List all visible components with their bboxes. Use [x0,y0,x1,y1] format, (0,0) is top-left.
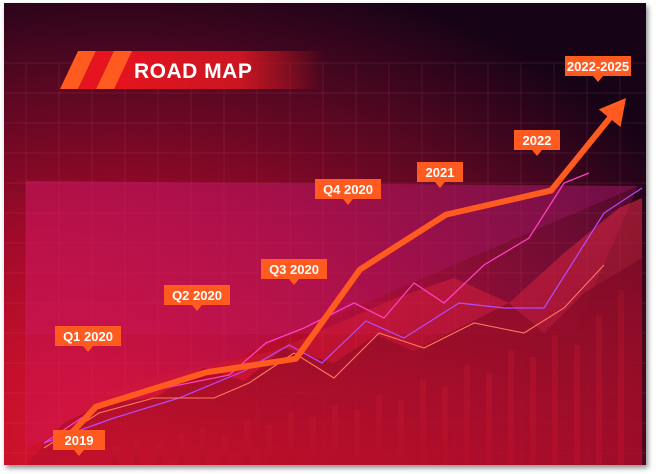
callout-pointer [74,450,84,456]
milestone-callout: 2021 [417,162,463,188]
milestone-label: Q4 2020 [323,182,373,197]
title-stripe-3 [96,51,132,89]
title-banner [114,51,324,89]
callout-box [261,259,327,279]
callout-pointer [343,199,353,205]
milestone-callout: 2022 [514,130,560,156]
callout-pointer [192,305,202,311]
callout-box [514,130,560,150]
milestone-callout: Q2 2020 [164,285,230,311]
milestone-callout: Q1 2020 [55,326,121,352]
callout-pointer [593,76,603,82]
milestone-callouts: 2019 Q1 2020 Q2 2020 Q3 2020 Q4 2020 2021 2022… [53,56,631,456]
milestone-label: Q2 2020 [172,288,222,303]
callout-box [53,430,105,450]
milestone-label: 2022 [523,133,552,148]
callout-box [315,179,381,199]
title-block: ROAD MAP [60,51,324,89]
mountain-shape-front [26,258,642,465]
milestone-label: Q1 2020 [63,329,113,344]
milestone-label: 2019 [65,433,94,448]
title-stripe-2 [78,51,114,89]
milestone-label: 2021 [426,165,455,180]
decor-line-pink [43,172,590,444]
milestone-callout: Q4 2020 [315,179,381,205]
milestone-callout: 2019 [53,430,105,456]
chart-title: ROAD MAP [134,60,252,83]
callout-pointer [289,279,299,285]
growth-arrowhead [598,98,626,128]
callout-box [565,56,631,76]
callout-pointer [532,150,542,156]
callout-box [164,285,230,305]
roadmap-infographic: 2019 Q1 2020 Q2 2020 Q3 2020 Q4 2020 2021 2022… [4,3,646,465]
callout-box [55,326,121,346]
callout-pointer [83,346,93,352]
title-stripe-1 [60,51,96,89]
growth-line [61,115,613,444]
callout-pointer [435,182,445,188]
roadmap-chart: 2019 Q1 2020 Q2 2020 Q3 2020 Q4 2020 2021 2022… [4,3,646,465]
callout-box [417,162,463,182]
decor-line-orange [43,264,605,449]
milestone-callout: Q3 2020 [261,259,327,285]
milestone-callout: 2022-2025 [565,56,631,82]
milestone-label: 2022-2025 [567,59,629,74]
milestone-label: Q3 2020 [269,262,319,277]
